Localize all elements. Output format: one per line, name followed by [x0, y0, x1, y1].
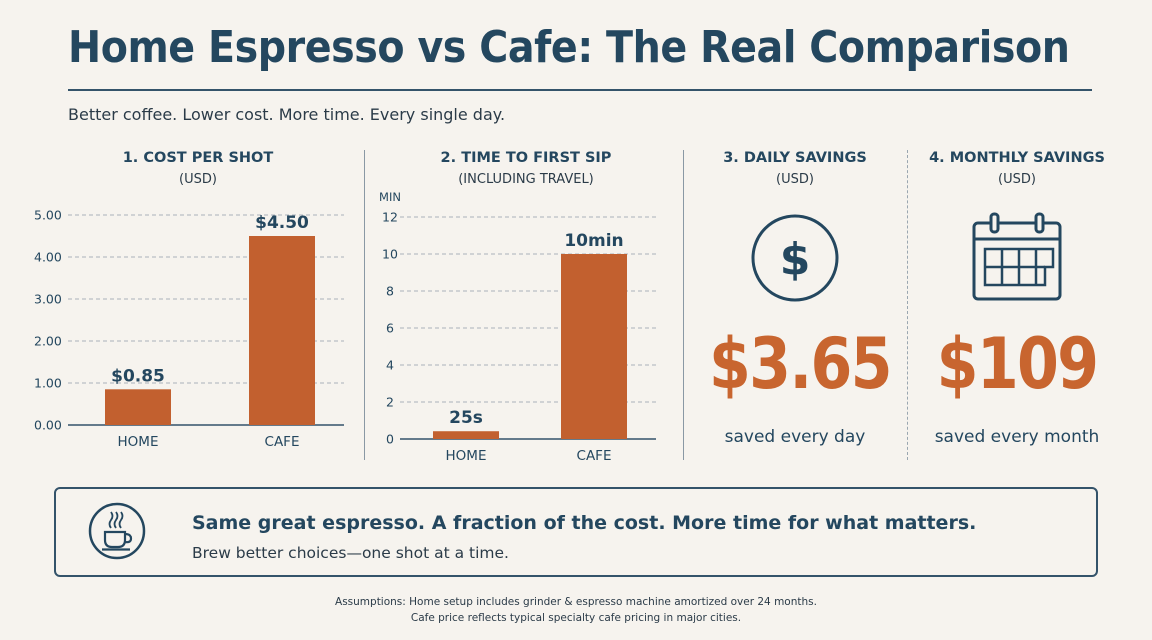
svg-text:$: $	[780, 234, 811, 285]
daily-savings-subheading: (USD)	[776, 172, 814, 187]
y-tick-label: 5.00	[34, 208, 62, 223]
bar-cafe	[561, 254, 627, 439]
y-tick-label: 12	[382, 210, 398, 225]
bar-cafe	[249, 236, 315, 425]
footnote-line-1: Assumptions: Home setup includes grinder…	[335, 596, 817, 608]
y-tick-label: 4.00	[34, 250, 62, 265]
daily-savings-heading: 3. DAILY SAVINGS	[723, 150, 867, 166]
calendar-icon	[972, 212, 1062, 301]
y-tick-label: 1.00	[34, 376, 62, 391]
title-divider	[68, 89, 1092, 91]
panel-divider	[907, 150, 908, 460]
x-tick-label: HOME	[446, 448, 487, 464]
page-title: Home Espresso vs Cafe: The Real Comparis…	[68, 22, 1070, 73]
banner-headline: Same great espresso. A fraction of the c…	[192, 512, 977, 534]
panel-divider	[683, 150, 684, 460]
y-tick-label: 2.00	[34, 334, 62, 349]
y-tick-label: 2	[386, 395, 394, 410]
y-tick-label: 3.00	[34, 292, 62, 307]
footnote-line-2: Cafe price reflects typical specialty ca…	[410, 612, 742, 624]
monthly-savings-heading: 4. MONTHLY SAVINGS	[929, 150, 1105, 166]
monthly-savings-subheading: (USD)	[998, 172, 1036, 187]
y-axis-label: MIN	[379, 190, 401, 204]
y-tick-label: 10	[382, 247, 398, 262]
page-subtitle: Better coffee. Lower cost. More time. Ev…	[68, 105, 506, 124]
dollar-circle-icon: $	[751, 214, 839, 302]
y-tick-label: 0	[386, 432, 394, 447]
daily-savings-value: $3.65	[709, 323, 893, 405]
x-tick-label: CAFE	[577, 448, 612, 464]
x-tick-label: HOME	[118, 434, 159, 450]
y-tick-label: 8	[386, 284, 394, 299]
banner-tagline: Brew better choices—one shot at a time.	[192, 544, 509, 562]
monthly-savings-value: $109	[936, 323, 1099, 405]
x-tick-label: CAFE	[265, 434, 300, 450]
bar-home	[105, 389, 171, 425]
data-label: $0.85	[111, 366, 165, 386]
data-label: 10min	[564, 231, 623, 251]
coffee-cup-icon	[88, 502, 146, 560]
summary-banner	[54, 487, 1098, 577]
daily-savings-caption: saved every day	[724, 427, 866, 447]
time-chart-subheading: (INCLUDING TRAVEL)	[458, 172, 594, 187]
time-chart-heading: 2. TIME TO FIRST SIP	[440, 150, 612, 166]
cost-chart-heading: 1. COST PER SHOT	[122, 150, 274, 166]
data-label: $4.50	[255, 213, 309, 233]
y-tick-label: 4	[386, 358, 394, 373]
y-tick-label: 0.00	[34, 418, 62, 433]
y-tick-label: 6	[386, 321, 394, 336]
data-label: 25s	[449, 408, 483, 428]
bar-home	[433, 431, 499, 439]
panel-divider	[364, 150, 365, 460]
monthly-savings-caption: saved every month	[934, 427, 1100, 447]
cost-chart-subheading: (USD)	[179, 172, 217, 187]
